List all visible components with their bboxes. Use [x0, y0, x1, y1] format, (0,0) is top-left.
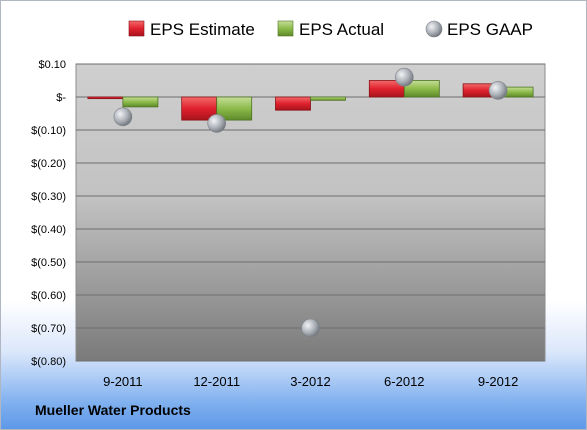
x-tick-label: 6-2012 [384, 374, 424, 389]
bar-eps-actual-12-2011 [216, 96, 253, 121]
x-tick-label: 9-2012 [478, 374, 518, 389]
marker-eps-gaap-12-2011 [207, 114, 226, 133]
bar-eps-actual-3-2012 [310, 96, 346, 101]
y-tick-label: $- [56, 92, 66, 104]
y-tick-label: $(0.10) [31, 125, 66, 137]
marker-eps-gaap-6-2012 [394, 67, 414, 87]
legend-swatch-eps-actual [277, 20, 294, 37]
bar-eps-estimate-3-2012 [275, 96, 311, 111]
company-name: Mueller Water Products [35, 402, 191, 418]
y-tick-label: $(0.70) [31, 323, 66, 335]
marker-eps-gaap-3-2012 [301, 318, 320, 338]
bar-eps-estimate-9-2011 [87, 96, 124, 100]
legend-label: EPS GAAP [447, 20, 533, 39]
bar-eps-actual-6-2012 [403, 80, 440, 98]
y-tick-label: $(0.50) [31, 257, 66, 269]
y-tick-label: $(0.20) [31, 158, 66, 170]
y-tick-label: $0.10 [38, 59, 66, 71]
legend-label: EPS Estimate [150, 20, 255, 39]
legend-swatch-eps-gaap [425, 20, 443, 38]
x-tick-label: 9-2011 [103, 374, 143, 389]
legend-label: EPS Actual [299, 20, 384, 39]
y-tick-label: $(0.80) [31, 356, 66, 368]
marker-eps-gaap-9-2011 [113, 107, 133, 127]
y-tick-label: $(0.40) [31, 224, 66, 236]
y-tick-label: $(0.30) [31, 191, 66, 203]
legend-swatch-eps-estimate [128, 20, 145, 37]
marker-eps-gaap-9-2012 [488, 81, 508, 100]
x-tick-label: 3-2012 [290, 374, 330, 389]
plot-area [75, 63, 546, 362]
x-tick-label: 12-2011 [193, 374, 240, 389]
y-tick-label: $(0.60) [31, 290, 66, 302]
bar-eps-actual-9-2011 [122, 96, 159, 108]
